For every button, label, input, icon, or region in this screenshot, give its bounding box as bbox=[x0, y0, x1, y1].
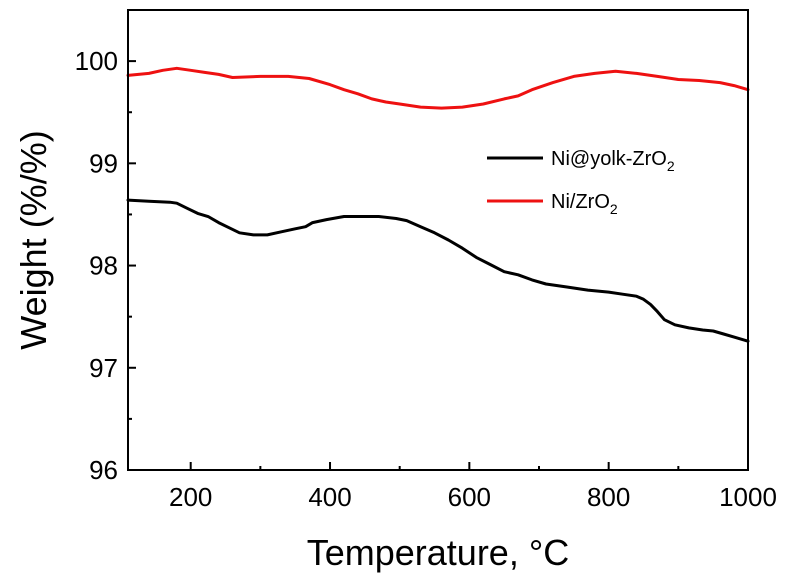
y-tick-label: 100 bbox=[75, 46, 118, 76]
y-tick-label: 99 bbox=[89, 148, 118, 178]
x-tick-label: 1000 bbox=[719, 482, 777, 512]
legend-label-ni-yolk: Ni@yolk-ZrO2 bbox=[551, 148, 675, 174]
y-axis: 96 97 98 99 100 bbox=[75, 46, 136, 485]
x-tick-label: 600 bbox=[448, 482, 491, 512]
x-axis-title: Temperature, °C bbox=[307, 532, 570, 573]
y-axis-title: Weight (%/%) bbox=[13, 130, 54, 349]
legend: Ni@yolk-ZrO2 Ni/ZrO2 bbox=[487, 148, 675, 217]
x-tick-label: 400 bbox=[308, 482, 351, 512]
legend-label-ni-zro2: Ni/ZrO2 bbox=[551, 191, 618, 217]
y-tick-label: 96 bbox=[89, 455, 118, 485]
x-tick-label: 800 bbox=[587, 482, 630, 512]
plot-lines bbox=[126, 66, 750, 343]
series-line-0 bbox=[126, 198, 750, 343]
series-line-1 bbox=[126, 66, 750, 110]
x-axis: 200 400 600 800 1000 bbox=[169, 462, 777, 512]
y-tick-label: 98 bbox=[89, 251, 118, 281]
x-tick-label: 200 bbox=[169, 482, 212, 512]
plot-frame bbox=[127, 9, 749, 471]
y-tick-label: 97 bbox=[89, 353, 118, 383]
